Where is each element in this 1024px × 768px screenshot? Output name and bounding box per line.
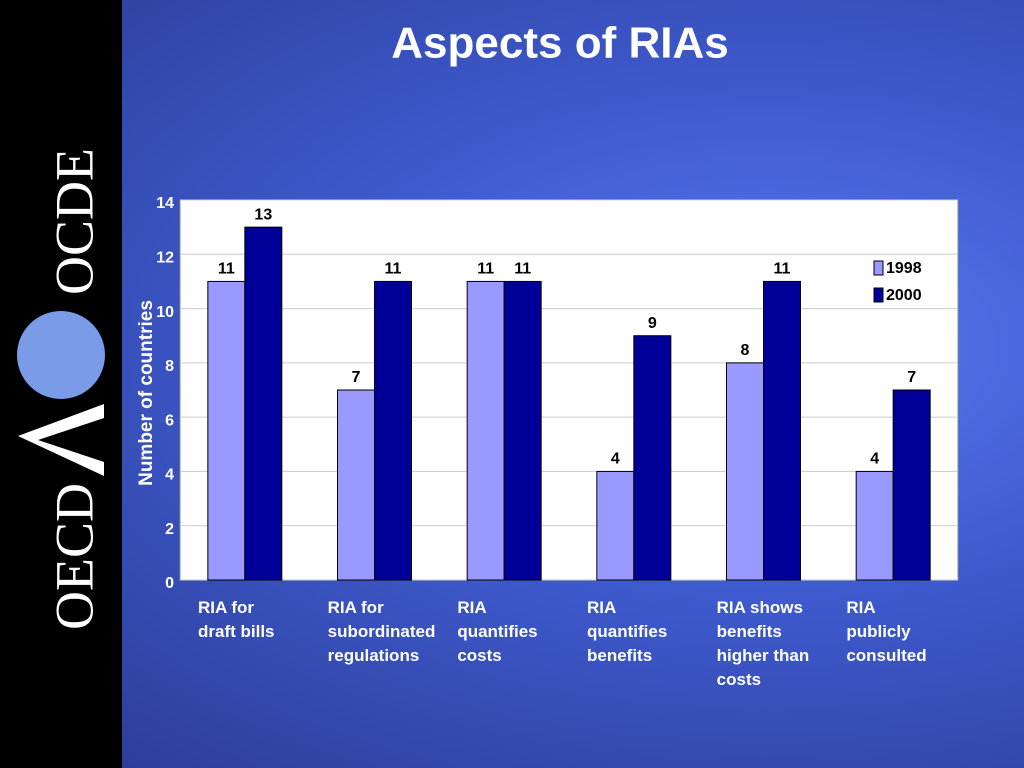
y-tick-label: 8	[165, 358, 174, 375]
bar	[244, 226, 283, 581]
legend-label: 1998	[886, 260, 922, 277]
y-tick-label: 4	[165, 467, 174, 484]
value-label: 8	[741, 342, 750, 359]
y-tick-label: 10	[156, 304, 174, 321]
bar	[466, 280, 505, 581]
value-label: 11	[477, 261, 494, 278]
x-tick-label: RIA for subordinated regulations	[327, 598, 436, 665]
bar	[855, 470, 894, 581]
logo: OECD OCDE	[17, 148, 105, 630]
y-tick-label: 0	[165, 575, 174, 592]
x-tick-label: RIA quantifies benefits	[587, 598, 668, 665]
value-label: 11	[218, 261, 235, 278]
legend-swatch	[873, 260, 884, 276]
x-tick-label: RIA for draft bills	[198, 598, 275, 641]
bar	[763, 280, 801, 581]
bar	[633, 335, 672, 581]
value-label: 13	[254, 206, 272, 223]
value-label: 11	[385, 261, 402, 278]
logo-circle	[17, 311, 105, 399]
bar	[207, 280, 246, 581]
logo-text: OCDE	[44, 148, 104, 295]
value-label: 7	[907, 369, 916, 386]
value-label: 4	[870, 451, 879, 468]
chart-title: Aspects of RIAs	[391, 19, 728, 68]
logo-chevron	[18, 404, 104, 476]
bar	[726, 362, 764, 581]
value-label: 7	[352, 369, 361, 386]
bar	[596, 470, 635, 581]
y-tick-label: 12	[156, 250, 174, 267]
value-label: 11	[774, 261, 791, 278]
bar	[337, 389, 375, 581]
x-tick-label: RIA quantifies costs	[457, 598, 538, 665]
bar	[892, 389, 931, 581]
value-label: 4	[611, 451, 620, 468]
legend-swatch	[873, 287, 884, 303]
bar	[374, 280, 412, 581]
value-label: 11	[514, 261, 531, 278]
bar	[503, 280, 542, 581]
logo-text: OECD	[44, 483, 104, 630]
y-tick-label: 2	[165, 521, 174, 538]
x-tick-label: RIA publicly consulted	[846, 598, 927, 665]
y-tick-label: 6	[165, 412, 174, 429]
y-tick-label: 14	[156, 195, 174, 212]
y-axis-label: Number of countries	[136, 300, 157, 486]
value-label: 9	[648, 315, 657, 332]
plot-area	[179, 199, 959, 581]
legend-label: 2000	[886, 287, 922, 304]
x-tick-label: RIA shows benefits higher than costs	[716, 598, 810, 689]
